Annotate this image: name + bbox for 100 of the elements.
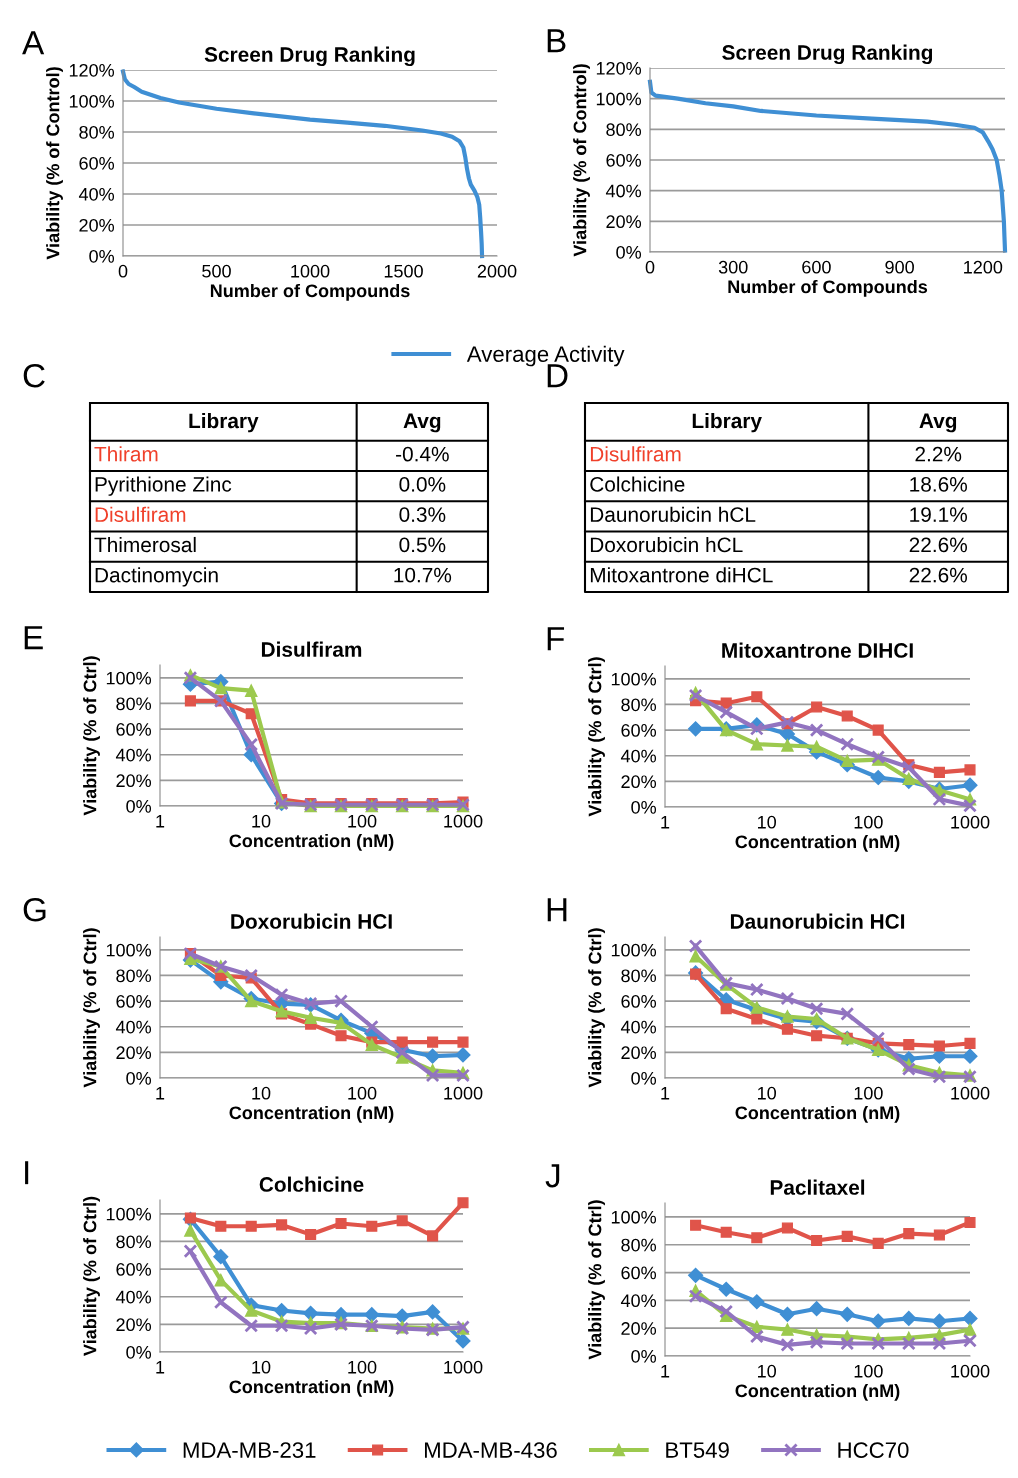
x-tick-label: 1000 [291,264,330,278]
y-tick-label: 40% [620,1294,657,1308]
y-tick-label: 20% [116,1046,152,1060]
x-axis-title: Concentration (nM) [735,1105,900,1123]
text: 10.7% [394,567,452,583]
y-tick-label: 20% [621,775,657,789]
y-tick-label: 60% [621,724,657,737]
y-tick-label: 0% [126,1071,152,1085]
text: 22.6% [909,537,967,553]
x-tick-label: 100 [854,815,883,829]
x-tick-label: 1 [661,1087,670,1100]
y-tick-label: 80% [116,1235,152,1249]
y-tick-label: 60% [621,1266,657,1280]
x-tick-label: 1000 [951,1086,990,1100]
category-label: Thiram [94,446,158,462]
y-tick-label: 60% [606,153,642,167]
x-tick-label: 10 [252,814,271,828]
x-tick-label: 1 [156,1087,165,1100]
y-tick-label: 20% [116,774,152,788]
y-tick-label: 0% [631,800,657,814]
text: 18.6% [910,477,967,492]
y-tick-label: 80% [79,125,115,139]
y-tick-label: 100% [596,92,642,106]
text: J [545,1164,560,1188]
y-tick-label: 80% [606,123,642,137]
x-tick-label: 1 [156,815,165,828]
y-tick-label: 0% [89,249,115,263]
y-tick-label: 60% [79,156,115,170]
chart-title: Daunorubicin HCI [730,913,905,929]
y-tick-label: 100% [611,943,657,957]
legend-label: HCC70 [838,1442,909,1458]
text: Library [692,412,762,433]
y-tick-label: 20% [621,1046,657,1060]
y-axis-title: Viability (% of Ctrl) [588,928,605,1088]
x-tick-label: 10 [758,1086,776,1100]
x-axis-title: Concentration (nM) [229,833,394,851]
category-label: Doxorubicin hCL [590,536,743,553]
y-tick-label: 0% [631,1349,657,1363]
y-tick-label: 20% [606,215,642,229]
x-tick-label: 1 [156,1361,165,1374]
text: 22.6% [909,567,967,583]
y-axis-title: Viability (% of Ctrl) [83,928,100,1088]
legend-label: BT549 [666,1442,729,1458]
y-tick-label: 100% [106,671,152,685]
y-tick-label: 100% [106,1207,152,1221]
chart-title: Disulfiram [261,641,362,657]
x-tick-label: 1200 [964,260,1003,274]
y-tick-label: 60% [116,723,152,736]
y-tick-label: 40% [620,749,657,763]
text: G [23,897,46,922]
y-axis-title: Viability (% of Ctrl) [588,1200,605,1360]
text: I [25,1161,29,1185]
text: 0.3% [399,507,446,522]
category-label: Pyrithione Zinc [95,476,232,496]
x-tick-label: 300 [718,260,748,274]
chart-title: Paclitaxel [770,1179,865,1195]
x-axis-title: Concentration (nM) [735,834,900,852]
category-label: Daunorubicin hCL [590,506,756,522]
chart-title: Colchicine [259,1176,364,1192]
y-axis-title: Viability (% of Ctrl) [83,656,100,816]
y-tick-label: 20% [79,218,115,232]
y-tick-label: 40% [605,184,642,198]
text: 0.5% [399,537,446,553]
y-tick-label: 80% [621,698,657,712]
x-axis-title: Concentration (nM) [735,1383,900,1401]
y-tick-label: 100% [611,672,657,686]
x-tick-label: 10 [758,815,776,829]
text: H [547,898,567,922]
x-tick-label: 100 [348,814,377,828]
text: E [24,626,43,650]
y-axis-title: Viability (% of Ctrl) [588,657,605,817]
x-tick-label: 100 [854,1086,883,1100]
y-tick-label: 40% [115,1020,152,1034]
x-axis-title: Number of Compounds [210,283,410,301]
text: Avg [919,413,957,433]
text: Avg [403,413,441,433]
category-label: Thimerosal [94,536,196,553]
y-tick-label: 100% [106,943,152,957]
y-axis-title: Viability (% of Control) [573,64,590,257]
y-tick-label: 40% [78,187,115,201]
y-tick-label: 60% [116,1263,152,1276]
y-tick-label: 0% [126,1345,152,1359]
y-tick-label: 0% [126,799,152,813]
chart-title: Screen Drug Ranking [204,46,415,67]
x-tick-label: 10 [252,1360,271,1374]
x-tick-label: 600 [802,260,831,274]
y-axis-title: Viability (% of Ctrl) [83,1196,100,1356]
y-tick-label: 60% [621,995,657,1008]
y-tick-label: 80% [621,969,657,983]
y-tick-label: 0% [631,1071,657,1085]
y-tick-label: 20% [116,1318,152,1332]
text: F [547,627,565,651]
x-tick-label: 10 [252,1086,271,1100]
x-axis-title: Concentration (nM) [229,1379,394,1397]
category-label: Mitoxantrone diHCL [590,567,773,583]
text: A [22,31,45,55]
legend-label: MDA-MB-436 [424,1442,557,1458]
x-tick-label: 100 [348,1360,377,1374]
x-tick-label: 0 [645,260,655,274]
text: Library [189,412,259,433]
